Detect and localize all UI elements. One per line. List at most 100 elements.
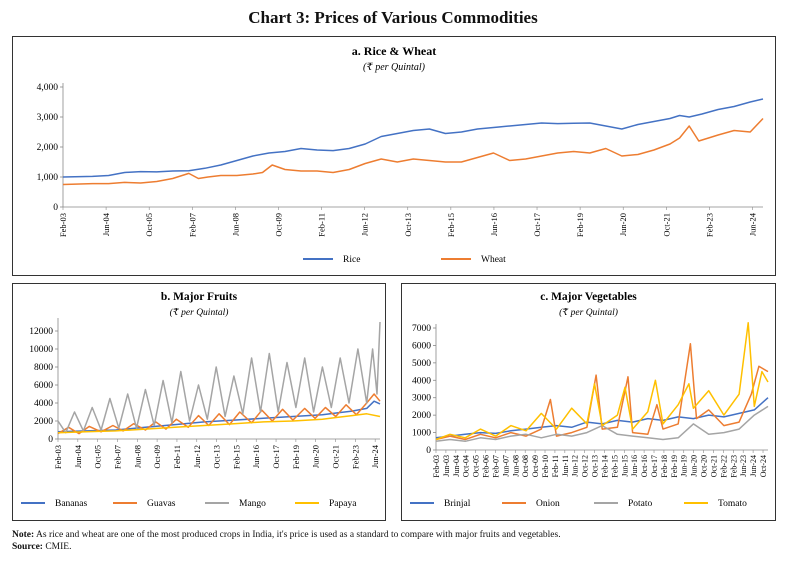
chart-rice-wheat: a. Rice & Wheat (₹ per Quintal) 0 1,000 2,00… (37, 44, 764, 265)
x-tick-label: Feb-03 (432, 455, 441, 478)
footnote: Note: As rice and wheat are one of the m… (12, 529, 782, 553)
legend-label-tomato: Tomato (718, 499, 747, 509)
x-tick-label: Oct-09 (152, 445, 162, 469)
series-line-tomato (435, 322, 769, 441)
y-tick-label: 4000 (34, 399, 53, 409)
x-tick-label: Feb-11 (172, 445, 182, 469)
x-tick-label: Jun-19 (680, 455, 689, 477)
x-tick-label: Oct-12 (581, 455, 590, 477)
x-tick-label: Oct-16 (640, 455, 649, 477)
x-tick-label: Oct-17 (271, 445, 281, 469)
panel-major-fruits: b. Major Fruits (₹ per Quintal) 0 2000 4000 6… (12, 283, 386, 521)
x-tick-label: Oct-05 (93, 445, 103, 469)
x-tick-label: Feb-23 (350, 445, 360, 469)
series-line-mango (57, 321, 381, 434)
x-tick-label: Oct-21 (661, 213, 671, 237)
legend-label-papaya: Papaya (329, 499, 357, 509)
chart-panel-title: b. Major Fruits (161, 291, 238, 303)
x-tick-label: Feb-19 (670, 455, 679, 478)
x-tick-label: Feb-14 (600, 455, 609, 478)
chart-panel-subtitle: (₹ per Quintal) (363, 62, 426, 73)
x-tick-label: Oct-17 (532, 213, 542, 237)
x-tick-label: Oct-08 (521, 455, 530, 477)
x-tick-label: Jun-04 (101, 212, 111, 236)
legend-label-mango: Mango (239, 499, 266, 509)
legend-label-wheat: Wheat (481, 255, 506, 265)
x-tick-label: Jun-12 (360, 213, 370, 236)
x-tick-label: Feb-15 (610, 455, 619, 478)
y-tick-label: 2000 (412, 411, 431, 421)
x-tick-label: Feb-15 (231, 445, 241, 469)
y-tick-label: 12000 (29, 327, 53, 337)
x-tick-label: Jun-08 (132, 445, 142, 468)
series-line-guavas (57, 393, 381, 435)
x-tick-label: Jun-08 (511, 455, 520, 477)
series-line-onion (435, 342, 769, 441)
x-tick-label: Jun-08 (230, 213, 240, 236)
y-tick-label: 3,000 (37, 113, 59, 123)
chart-major-fruits: b. Major Fruits (₹ per Quintal) 0 2000 4000 6… (21, 291, 381, 509)
chart-panel-title: a. Rice & Wheat (352, 44, 436, 58)
y-tick-label: 1,000 (37, 173, 59, 183)
x-tick-label: Jun-04 (452, 455, 461, 477)
x-tick-label: Feb-07 (491, 455, 500, 478)
x-tick-label: Feb-15 (446, 213, 456, 237)
x-tick-label: Oct-20 (700, 455, 709, 477)
chart-title: Chart 3: Prices of Various Commodities (248, 8, 538, 27)
x-tick-label: Jun-11 (561, 455, 570, 476)
y-tick-label: 0 (48, 435, 53, 445)
source-text: CMIE. (45, 542, 72, 552)
x-tick-label: Oct-24 (759, 455, 768, 477)
source-line: Source: CMIE. (12, 541, 782, 553)
x-tick-label: Feb-03 (53, 445, 63, 469)
y-tick-label: 8000 (34, 363, 53, 373)
legend-label-rice: Rice (343, 255, 360, 265)
y-tick-label: 2000 (34, 417, 53, 427)
x-tick-label: Feb-18 (660, 455, 669, 478)
chart-panel-subtitle: (₹ per Quintal) (559, 307, 618, 318)
x-tick-label: Oct-13 (591, 455, 600, 477)
x-tick-label: Jun-12 (571, 455, 580, 477)
x-tick-label: Jun-24 (370, 444, 380, 468)
x-tick-label: Oct-09 (531, 455, 540, 477)
x-tick-label: Feb-22 (719, 455, 728, 478)
legend-label-brinjal: Brinjal (444, 499, 471, 509)
y-tick-label: 6000 (34, 381, 53, 391)
x-tick-label: Feb-06 (482, 455, 491, 478)
x-tick-label: Feb-11 (317, 213, 327, 237)
legend-label-guavas: Guavas (147, 499, 176, 509)
y-tick-label: 4000 (412, 376, 431, 386)
x-tick-label: Oct-09 (273, 213, 283, 237)
x-tick-label: Jun-24 (749, 455, 758, 477)
y-tick-label: 0 (426, 446, 431, 456)
note-text: As rice and wheat are one of the most pr… (36, 530, 561, 540)
y-tick-label: 4,000 (37, 83, 59, 93)
x-tick-label: Jun-20 (618, 213, 628, 236)
x-tick-label: Oct-21 (331, 445, 341, 469)
legend-label-onion: Onion (536, 499, 560, 509)
y-tick-label: 7000 (412, 324, 431, 334)
note-label: Note: (12, 530, 35, 540)
x-tick-label: Oct-13 (403, 213, 413, 237)
chart-panel-subtitle: (₹ per Quintal) (170, 307, 229, 318)
x-tick-label: Oct-13 (212, 445, 222, 469)
y-tick-label: 6000 (412, 341, 431, 351)
x-tick-label: Feb-03 (58, 213, 68, 237)
x-tick-label: Jun-16 (251, 445, 261, 468)
x-tick-label: Jun-20 (311, 445, 321, 468)
legend-label-bananas: Bananas (55, 499, 87, 509)
y-tick-label: 2,000 (37, 143, 59, 153)
chart-major-vegetables: c. Major Vegetables (₹ per Quintal) 0 1000 2… (410, 291, 769, 509)
x-tick-label: Jun-24 (748, 212, 758, 236)
y-tick-label: 0 (53, 203, 58, 213)
x-tick-label: Feb-23 (729, 455, 738, 478)
y-tick-label: 1000 (412, 429, 431, 439)
y-tick-label: 5000 (412, 359, 431, 369)
chart-panel-title: c. Major Vegetables (540, 291, 637, 303)
y-tick-label: 3000 (412, 394, 431, 404)
x-tick-label: Oct-05 (144, 213, 154, 237)
x-tick-label: Feb-11 (551, 455, 560, 477)
series-line-rice (62, 98, 764, 178)
x-tick-label: Oct-04 (462, 455, 471, 477)
source-label: Source: (12, 542, 43, 552)
